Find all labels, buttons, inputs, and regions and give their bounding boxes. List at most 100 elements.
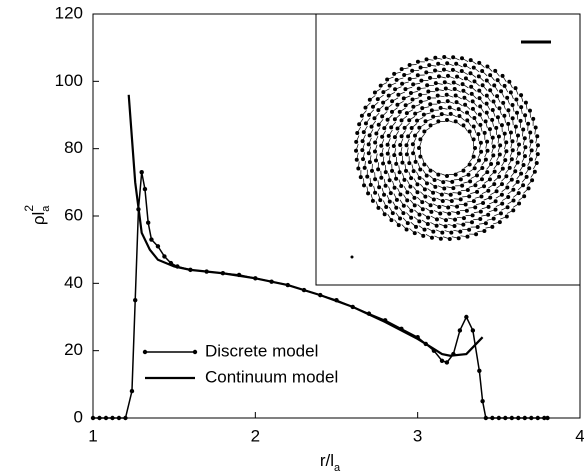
- inset-dot: [427, 63, 432, 68]
- inset-dot: [484, 110, 489, 115]
- inset-dot: [453, 93, 458, 98]
- inset-dot: [422, 129, 427, 134]
- inset-dot: [460, 183, 465, 188]
- inset-dot: [454, 61, 459, 66]
- inset-dot: [424, 57, 429, 62]
- series-line: [127, 94, 484, 357]
- inset-dot: [389, 218, 394, 223]
- legend-marker: [142, 349, 148, 355]
- inset-dot: [478, 140, 483, 145]
- inset-dot: [497, 152, 502, 157]
- inset-dot: [461, 123, 466, 128]
- inset-dot: [506, 108, 511, 113]
- inset-dot: [403, 87, 408, 92]
- inset-dot: [411, 104, 416, 109]
- inset-dot: [518, 118, 523, 123]
- inset-dot: [436, 99, 441, 104]
- inset-dot: [394, 176, 399, 181]
- inset-dot: [519, 105, 524, 110]
- inset-dot: [361, 130, 366, 135]
- inset-dot: [436, 119, 441, 124]
- inset-dot: [475, 189, 480, 194]
- inset-dot: [486, 204, 491, 209]
- inset-dot: [511, 187, 516, 192]
- data-point: [477, 368, 482, 374]
- inset-dot: [483, 221, 488, 226]
- data-point: [155, 244, 161, 249]
- inset-dot: [386, 93, 391, 98]
- data-point: [133, 297, 138, 303]
- inset-dot: [424, 173, 429, 178]
- inset-dot: [498, 211, 503, 216]
- inset-dot: [523, 145, 528, 150]
- inset-dot: [394, 197, 399, 202]
- inset-dot: [447, 105, 452, 110]
- inset-dot: [370, 168, 375, 173]
- inset-dot: [399, 67, 404, 72]
- inset-dot: [465, 234, 470, 239]
- inset-dot: [358, 175, 363, 180]
- inset-dot: [404, 111, 409, 116]
- inset-dot: [397, 170, 402, 175]
- inset-dot: [510, 116, 515, 121]
- x-label-sub: a: [334, 462, 341, 474]
- inset-dot: [455, 74, 460, 79]
- inset-dot: [402, 125, 407, 130]
- inset-dot: [376, 205, 381, 210]
- inset-dot: [485, 139, 490, 144]
- inset-dot: [421, 112, 426, 117]
- inset-dot: [516, 133, 521, 138]
- inset-dot: [390, 168, 395, 173]
- inset-dot: [380, 134, 385, 139]
- inset-dot: [469, 84, 474, 89]
- inset-dot: [436, 172, 441, 177]
- inset-dot: [468, 179, 473, 184]
- data-point: [439, 358, 445, 363]
- inset-dot: [413, 224, 418, 229]
- inset-dot: [396, 92, 401, 97]
- inset-dot: [392, 135, 397, 140]
- inset-dot: [400, 81, 405, 86]
- data-point: [129, 388, 135, 394]
- inset-dot: [363, 121, 368, 126]
- inset-dot: [482, 228, 487, 233]
- inset-dot: [429, 108, 434, 113]
- inset-dot: [435, 93, 440, 98]
- inset-dot: [398, 192, 403, 197]
- inset-dot: [500, 182, 505, 187]
- inset-dot: [523, 113, 528, 118]
- x-tick-label: 1: [88, 426, 97, 445]
- inset-dot: [372, 90, 377, 95]
- data-point: [139, 170, 144, 175]
- inset-dot: [410, 97, 415, 102]
- data-point: [464, 314, 469, 320]
- y-tick-label: 60: [64, 205, 83, 224]
- inset-dot: [444, 92, 449, 97]
- inset-dot: [456, 210, 461, 215]
- inset-dot: [500, 73, 505, 78]
- inset-dot: [404, 143, 409, 148]
- inset-dot: [397, 109, 402, 114]
- inset-image: [354, 55, 540, 241]
- inset-dot: [505, 205, 510, 210]
- inset-dot: [493, 199, 498, 204]
- data-point: [542, 415, 547, 421]
- inset-dot: [501, 100, 506, 105]
- inset-dot: [415, 182, 420, 187]
- inset-dot: [381, 161, 386, 166]
- inset-dot: [495, 94, 500, 99]
- inset-dot: [365, 174, 370, 179]
- legend-label: Continuum model: [205, 367, 338, 386]
- inset-dot: [492, 182, 497, 187]
- inset-dot: [424, 70, 429, 75]
- inset-dot: [467, 194, 472, 199]
- inset-dot: [457, 114, 462, 119]
- inset-dot: [394, 161, 399, 166]
- inset-dot: [492, 83, 497, 88]
- inset-dot: [478, 209, 483, 214]
- inset-dot: [428, 168, 433, 173]
- data-point: [529, 415, 534, 421]
- inset-dot: [384, 106, 389, 111]
- inset-dot: [516, 151, 521, 156]
